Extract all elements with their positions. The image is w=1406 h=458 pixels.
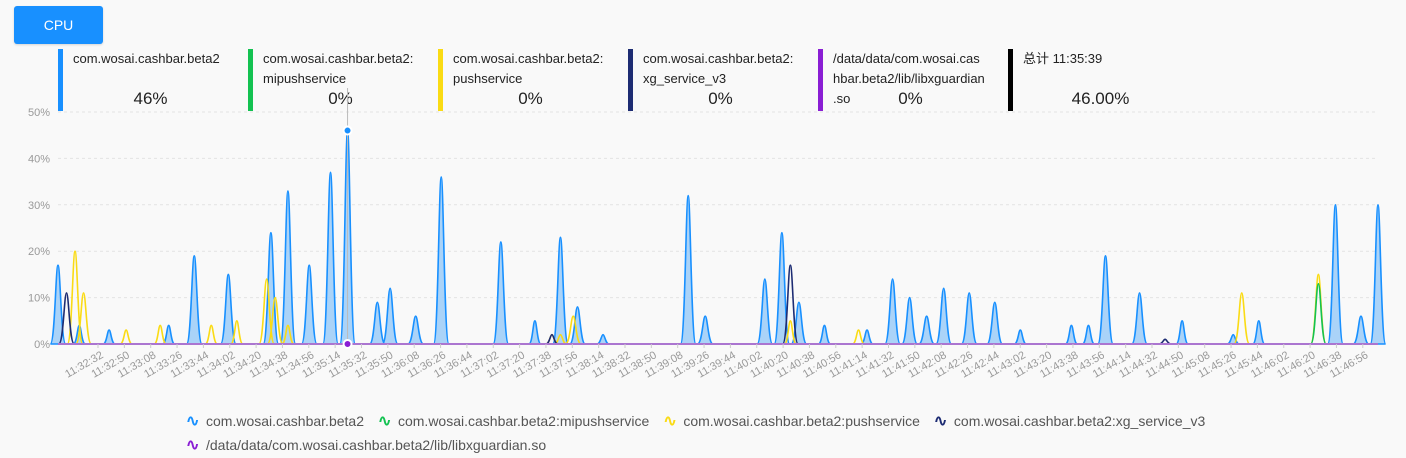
process-value: 0%	[328, 89, 353, 108]
y-tick-label: 40%	[28, 153, 50, 165]
series-area	[50, 130, 1386, 344]
process-value: 0%	[708, 89, 733, 108]
legend-label: com.wosai.cashbar.beta2:pushservice	[683, 413, 920, 429]
tooltip-point	[342, 125, 353, 136]
legend-wave-icon: ∿	[933, 413, 948, 430]
process-name: com.wosai.cashbar.beta2: xg_service_v3	[643, 51, 794, 86]
legend-item[interactable]: ∿ com.wosai.cashbar.beta2	[186, 410, 364, 434]
process-name: 总计 11:35:39	[1023, 51, 1103, 66]
series-line	[58, 264, 1378, 345]
legend-wave-icon: ∿	[377, 413, 392, 430]
cpu-chart: 0%10%20%30%40%50% 11:32:3211:32:5011:33:…	[28, 88, 1387, 381]
legend-label: com.wosai.cashbar.beta2:mipushservice	[397, 413, 650, 429]
legend-wave-icon: ∿	[663, 413, 677, 430]
y-tick-label: 30%	[28, 200, 50, 212]
process-info-item: 总计 11:35:39 46.00%	[1008, 49, 1129, 111]
legend-wave-icon: ∿	[186, 413, 200, 430]
process-info-item: com.wosai.cashbar.beta2 46%	[58, 49, 220, 111]
process-info-item: com.wosai.cashbar.beta2: mipushservice 0%	[248, 49, 413, 111]
y-tick-label: 0%	[34, 339, 50, 351]
legend-item[interactable]: ∿ /data/data/com.wosai.cashbar.beta2/lib/…	[186, 434, 546, 458]
legend-label: com.wosai.cashbar.beta2:xg_service_v3	[953, 413, 1206, 429]
process-name: com.wosai.cashbar.beta2: pushservice	[453, 51, 604, 86]
process-info-item: com.wosai.cashbar.beta2: xg_service_v3 0%	[628, 49, 793, 111]
legend-item[interactable]: ∿ com.wosai.cashbar.beta2:mipushservice	[378, 410, 649, 434]
process-name: com.wosai.cashbar.beta2	[73, 51, 220, 66]
process-info-item: com.wosai.cashbar.beta2: pushservice 0%	[438, 49, 603, 111]
series-line	[49, 129, 1387, 345]
chart-legend: ∿ com.wosai.cashbar.beta2 ∿ com.wosai.cashb…	[186, 410, 1286, 458]
series-line	[58, 282, 1378, 345]
legend-label: com.wosai.cashbar.beta2	[206, 413, 364, 429]
y-tick-label: 50%	[28, 107, 50, 119]
process-value: 0%	[518, 89, 543, 108]
legend-wave-icon: ∿	[186, 437, 200, 454]
y-tick-label: 20%	[28, 246, 50, 258]
legend-label: /data/data/com.wosai.cashbar.beta2/lib/l…	[206, 437, 547, 453]
process-info-item: /data/data/com.wosai.cas hbar.beta2/lib/…	[818, 49, 985, 111]
legend-item[interactable]: ∿ com.wosai.cashbar.beta2:pushservice	[663, 410, 920, 434]
y-tick-label: 10%	[28, 293, 50, 305]
tooltip-point	[342, 339, 353, 349]
process-name: /data/data/com.wosai.cas hbar.beta2/lib/…	[833, 51, 985, 106]
process-value: 46%	[133, 89, 168, 108]
cpu-button[interactable]: CPU	[14, 6, 103, 44]
process-value: 0%	[898, 89, 923, 108]
process-value: 46.00%	[1071, 89, 1130, 108]
legend-item[interactable]: ∿ com.wosai.cashbar.beta2:xg_service_v3	[934, 410, 1205, 434]
process-name: com.wosai.cashbar.beta2: mipushservice	[263, 51, 414, 86]
